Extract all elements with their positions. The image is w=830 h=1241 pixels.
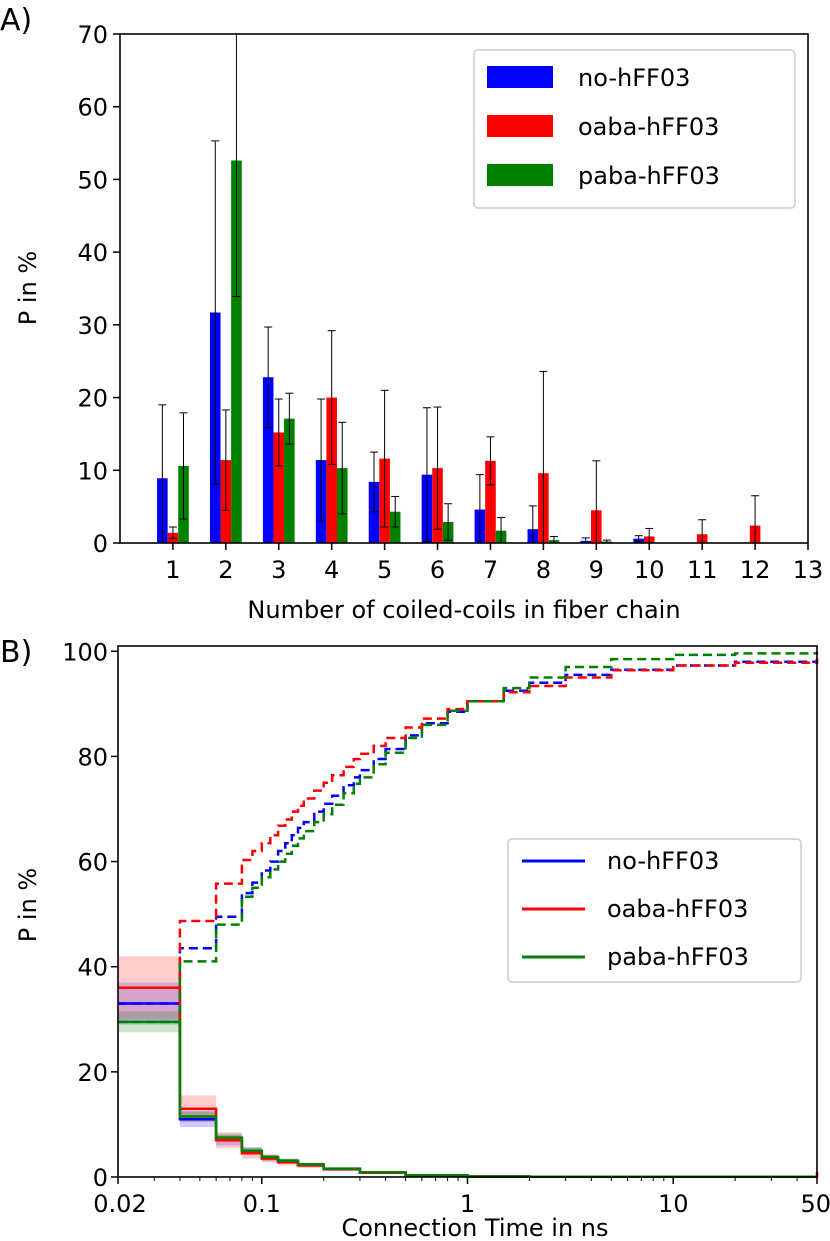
y-tick-label-60: 60 bbox=[77, 849, 108, 877]
y-tick-label-40: 40 bbox=[77, 954, 108, 982]
bar-paba-hff03-3 bbox=[284, 418, 295, 543]
x-tick-label-0.02: 0.02 bbox=[93, 1190, 146, 1218]
legend-a-swatch-oaba-hff03 bbox=[487, 115, 553, 137]
x-tick-label-1: 1 bbox=[460, 1190, 475, 1218]
error-bar-no-hff03-6 bbox=[422, 407, 431, 543]
error-bar-oaba-hff03-1 bbox=[168, 526, 177, 540]
x-tick-label-13: 13 bbox=[793, 556, 824, 584]
x-tick-label-10: 10 bbox=[634, 556, 665, 584]
legend-a-label-no-hff03: no-hFF03 bbox=[578, 64, 690, 92]
panel-b-y-ticks: 0 20 40 60 80 100 bbox=[62, 638, 118, 1192]
y-tick-label-50: 50 bbox=[77, 166, 108, 194]
x-tick-label-4: 4 bbox=[324, 556, 339, 584]
distribution-line-paba-hff03 bbox=[118, 1020, 817, 1178]
bar-oaba-hff03-4 bbox=[326, 397, 337, 543]
y-tick-label-70: 70 bbox=[77, 21, 108, 49]
error-bar-no-hff03-3 bbox=[264, 326, 273, 428]
panel-b-y-axis-label: P in % bbox=[14, 868, 42, 942]
panel-b-legend-box bbox=[507, 838, 802, 983]
legend-b-label-paba-hff03: paba-hFF03 bbox=[607, 943, 749, 971]
panel-a-bars bbox=[157, 160, 761, 543]
panel-b-label: B) bbox=[0, 635, 32, 670]
legend-b-label-oaba-hff03: oaba-hFF03 bbox=[607, 895, 748, 923]
error-bar-paba-hff03-5 bbox=[391, 495, 400, 528]
panel-a-legend: no-hFF03 oaba-hFF03 paba-hFF03 bbox=[473, 49, 796, 209]
y-tick-label-20: 20 bbox=[77, 1059, 108, 1087]
panel-b-x-axis-label: Connection Time in ns bbox=[341, 1214, 608, 1241]
y-tick-label-20: 20 bbox=[77, 385, 108, 413]
distribution-line-no-hff03 bbox=[118, 1002, 817, 1178]
error-bar-paba-hff03-1 bbox=[179, 412, 188, 520]
cumulative-line-paba-hff03 bbox=[118, 651, 819, 1024]
x-tick-label-10: 10 bbox=[658, 1190, 689, 1218]
y-tick-label-0: 0 bbox=[93, 530, 108, 558]
cumulative-line-oaba-hff03 bbox=[118, 659, 819, 989]
band-oaba-hff03 bbox=[118, 956, 817, 1177]
x-tick-label-2: 2 bbox=[218, 556, 233, 584]
error-bar-oaba-hff03-3 bbox=[274, 398, 283, 467]
y-tick-label-10: 10 bbox=[77, 457, 108, 485]
bar-no-hff03-5 bbox=[368, 481, 380, 543]
legend-a-swatch-paba-hff03 bbox=[487, 164, 553, 186]
y-tick-label-100: 100 bbox=[62, 638, 108, 666]
bar-no-hff03-3 bbox=[262, 377, 274, 543]
y-tick-label-80: 80 bbox=[77, 743, 108, 771]
error-bar-oaba-hff03-6 bbox=[433, 406, 442, 530]
y-tick-label-60: 60 bbox=[77, 94, 108, 122]
x-tick-label-9: 9 bbox=[589, 556, 604, 584]
panel-a-legend-box bbox=[473, 49, 796, 209]
bar-paba-hff03-2 bbox=[231, 160, 242, 543]
legend-b-label-no-hff03: no-hFF03 bbox=[607, 847, 719, 875]
error-bar-oaba-hff03-2 bbox=[221, 409, 230, 511]
band-paba-hff03 bbox=[118, 1011, 817, 1177]
error-bar-no-hff03-10 bbox=[634, 535, 643, 543]
legend-a-label-oaba-hff03: oaba-hFF03 bbox=[578, 113, 719, 141]
y-tick-label-30: 30 bbox=[77, 312, 108, 340]
legend-a-swatch-no-hffo3 bbox=[487, 66, 553, 88]
panel-b-confidence-bands bbox=[118, 956, 817, 1177]
panel-b: B) 0.02 0.1 1 10 50 0 20 40 60 80 100 Connection … bbox=[0, 635, 830, 1241]
legend-a-label-paba-hff03: paba-hFF03 bbox=[578, 162, 720, 190]
bar-oaba-hff03-3 bbox=[273, 432, 285, 543]
distribution-line-oaba-hff03 bbox=[118, 986, 819, 1178]
panel-b-lines bbox=[118, 651, 819, 1178]
panel-a-x-ticks: 1 2 3 4 5 6 7 8 9 10 11 12 13 bbox=[165, 543, 823, 584]
panel-b-legend: no-hFF03 oaba-hFF03 paba-hFF03 bbox=[507, 838, 802, 983]
panel-a-label: A) bbox=[0, 3, 32, 38]
error-bar-paba-hff03-6 bbox=[444, 503, 453, 541]
error-bar-oaba-hff03-5 bbox=[380, 389, 389, 528]
x-tick-label-5: 5 bbox=[377, 556, 392, 584]
error-bar-no-hff03-2 bbox=[211, 140, 220, 485]
panel-a-y-ticks: 0 10 20 30 40 50 60 70 bbox=[77, 21, 120, 558]
y-tick-label-40: 40 bbox=[77, 239, 108, 267]
bar-oaba-hff03-7 bbox=[485, 460, 496, 543]
panel-a-x-axis-label: Number of coiled-coils in fiber chain bbox=[247, 596, 680, 624]
x-tick-label-0.1: 0.1 bbox=[243, 1190, 281, 1218]
panel-a-y-axis-label: P in % bbox=[14, 251, 42, 325]
error-bar-no-hff03-5 bbox=[370, 451, 379, 513]
error-bar-paba-hff03-3 bbox=[285, 392, 294, 445]
panel-b-x-ticks: 0.02 0.1 1 10 50 bbox=[93, 1177, 830, 1218]
x-tick-label-50: 50 bbox=[800, 1190, 830, 1218]
x-tick-label-12: 12 bbox=[740, 556, 771, 584]
x-tick-label-7: 7 bbox=[483, 556, 498, 584]
error-bar-paba-hff03-4 bbox=[338, 421, 347, 515]
x-tick-label-8: 8 bbox=[536, 556, 551, 584]
y-tick-label-0: 0 bbox=[93, 1164, 108, 1192]
error-bar-oaba-hff03-7 bbox=[486, 436, 495, 486]
panel-a-frame bbox=[119, 33, 809, 544]
x-tick-label-3: 3 bbox=[271, 556, 286, 584]
x-tick-label-11: 11 bbox=[687, 556, 718, 584]
error-bar-oaba-hff03-4 bbox=[327, 330, 336, 465]
x-tick-label-1: 1 bbox=[165, 556, 180, 584]
error-bar-no-hff03-4 bbox=[317, 398, 326, 522]
x-tick-label-6: 6 bbox=[430, 556, 445, 584]
